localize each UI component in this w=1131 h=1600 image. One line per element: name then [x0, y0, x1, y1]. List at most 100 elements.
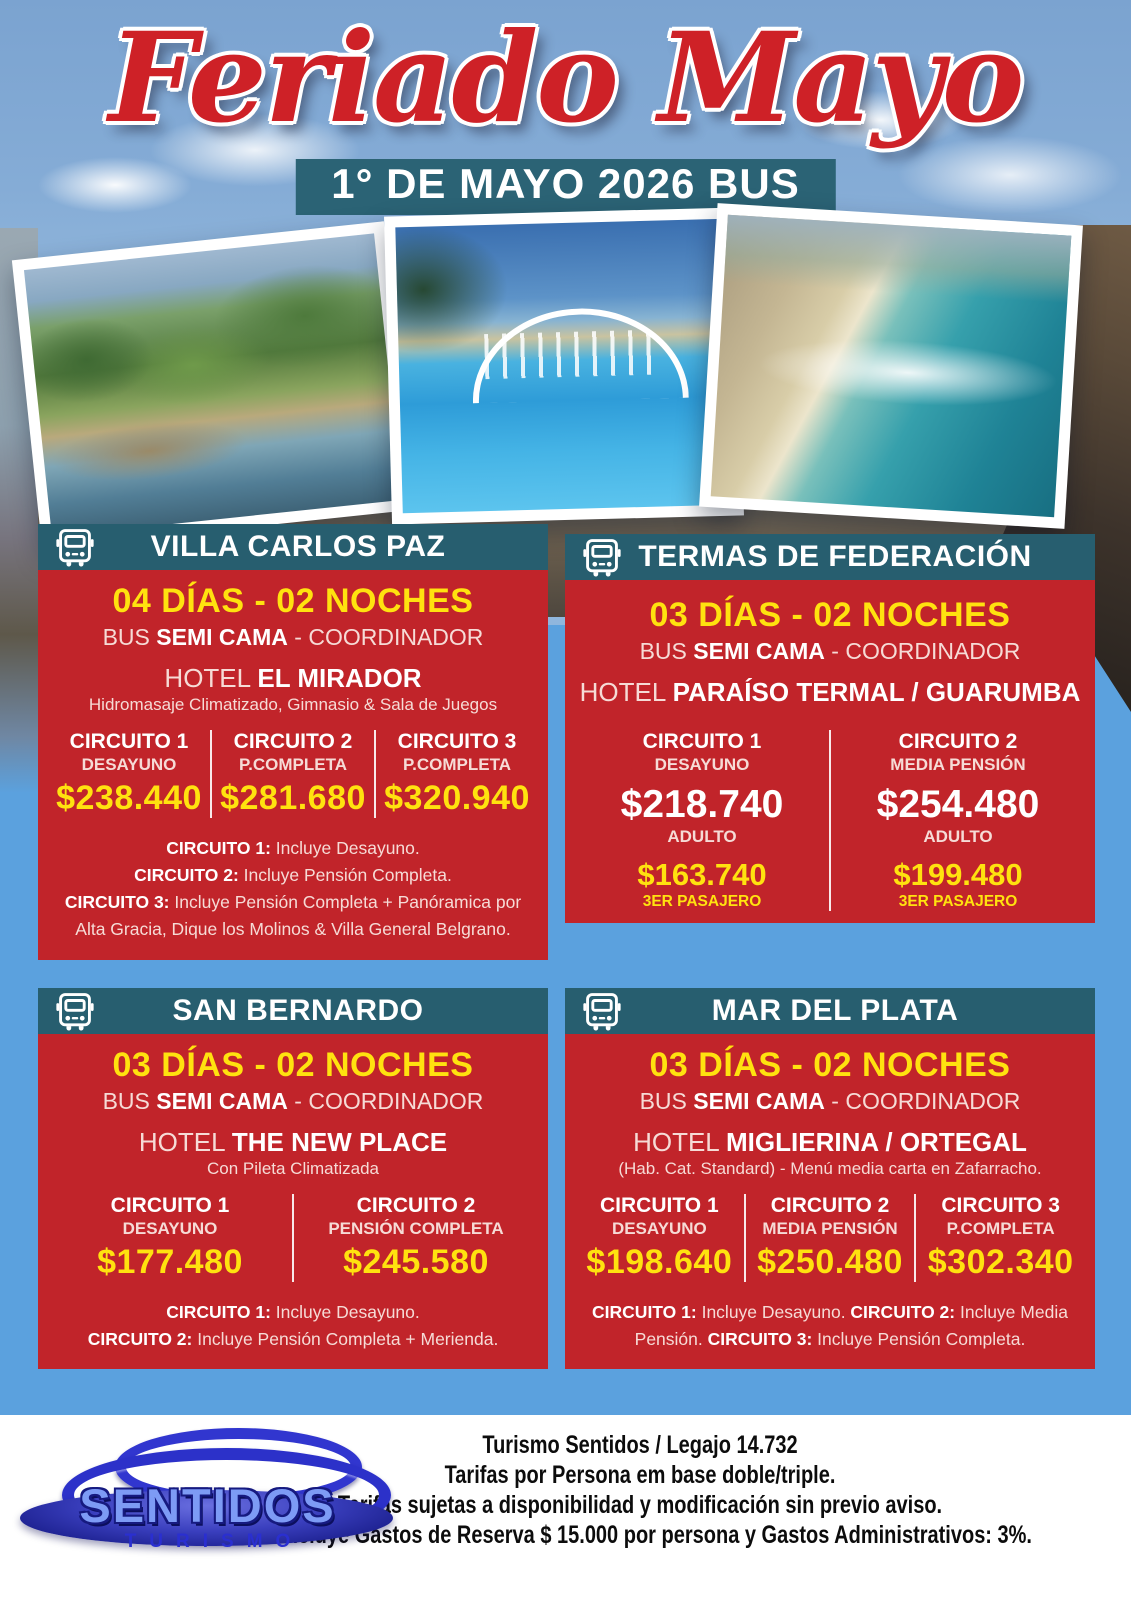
- circuit-notes: CIRCUITO 1: Incluye Desayuno. CIRCUITO 2…: [48, 1299, 538, 1357]
- note-bold: CIRCUITO 2:: [87, 1329, 193, 1350]
- adult-price: $218.740: [620, 783, 784, 826]
- note-text: Incluye Pensión Completa + Panóramica po…: [75, 892, 522, 940]
- circuit-price: $177.480: [97, 1243, 243, 1281]
- duration: 04 DÍAS - 02 NOCHES: [112, 582, 474, 620]
- circuit-2: CIRCUITO 2 MEDIA PENSIÓN $254.480 ADULTO…: [829, 730, 1085, 911]
- hotel-amenities: Con Pileta Climatizada: [207, 1159, 379, 1178]
- circuit-meal: P.COMPLETA: [239, 755, 347, 774]
- circuits-row: CIRCUITO 1 DESAYUNO $177.480 CIRCUITO 2 …: [48, 1194, 538, 1282]
- circuit-1: CIRCUITO 1 DESAYUNO $177.480: [48, 1194, 292, 1282]
- card-title: MAR DEL PLATA: [711, 994, 959, 1027]
- bus-icon: [581, 536, 623, 578]
- note-bold: CIRCUITO 1:: [166, 838, 271, 858]
- note-text: Incluye Desayuno.: [696, 1302, 851, 1322]
- note-text: Incluye Media Pensión.: [634, 1302, 1068, 1350]
- flyer-title: Feriado Mayo: [108, 6, 1025, 151]
- card-header: TERMAS DE FEDERACIÓN: [565, 534, 1095, 580]
- circuit-label: CIRCUITO 3: [397, 730, 517, 753]
- bus-bold: SEMI CAMA: [693, 638, 825, 664]
- hotel-name: MIGLIERINA / ORTEGAL: [726, 1127, 1027, 1157]
- hotel-pre: HOTEL: [579, 677, 673, 707]
- card-body: 03 DÍAS - 02 NOCHES BUS SEMI CAMA - COOR…: [38, 1034, 548, 1370]
- note-text: Incluye Desayuno.: [270, 838, 420, 858]
- photo-pileta-con-puente: [384, 207, 744, 525]
- photo-playa-image: [710, 214, 1072, 518]
- card-villa-carlos-paz: VILLA CARLOS PAZ 04 DÍAS - 02 NOCHES BUS…: [38, 524, 548, 960]
- hotel-pre: HOTEL: [164, 663, 258, 693]
- card-header: MAR DEL PLATA: [565, 988, 1095, 1034]
- bus-service-line: BUS SEMI CAMA - COORDINADOR: [48, 1088, 538, 1115]
- circuit-label: CIRCUITO 2: [233, 730, 353, 753]
- note-bold: CIRCUITO 2:: [134, 865, 239, 886]
- circuit-1: CIRCUITO 1 DESAYUNO $198.640: [575, 1194, 744, 1282]
- circuit-price: $245.580: [343, 1243, 489, 1281]
- bus-icon: [54, 526, 96, 568]
- card-title: VILLA CARLOS PAZ: [150, 530, 446, 563]
- card-mar-del-plata: MAR DEL PLATA 03 DÍAS - 02 NOCHES BUS SE…: [565, 988, 1095, 1370]
- flyer-subtitle-banner: 1° DE MAYO 2026 BUS: [295, 159, 836, 215]
- card-title: SAN BERNARDO: [172, 994, 424, 1027]
- bus-post: - COORDINADOR: [824, 1088, 1021, 1114]
- third-passenger-price: $199.480: [893, 857, 1023, 892]
- note-text: Incluye Pensión Completa.: [812, 1329, 1026, 1350]
- card-header: SAN BERNARDO: [38, 988, 548, 1034]
- logo-disc-bottom: [20, 1490, 393, 1546]
- sentidos-turismo-logo: SENTIDOS TURISMO: [20, 1428, 395, 1563]
- note-line: CIRCUITO 2: Incluye Pensión Completa + M…: [60, 1326, 526, 1353]
- bus-bold: SEMI CAMA: [693, 1088, 825, 1114]
- circuit-label: CIRCUITO 1: [600, 1194, 719, 1217]
- circuit-3: CIRCUITO 3 P.COMPLETA $320.940: [374, 730, 538, 818]
- footer-line-agency: Turismo Sentidos / Legajo 14.732: [482, 1431, 798, 1459]
- note-bold: CIRCUITO 1:: [166, 1302, 271, 1322]
- hotel-line: HOTEL EL MIRADOR: [48, 663, 538, 694]
- circuit-label: CIRCUITO 1: [69, 730, 189, 753]
- hotel-pre: HOTEL: [138, 1127, 232, 1157]
- circuit-meal: P.COMPLETA: [946, 1219, 1055, 1238]
- card-body: 04 DÍAS - 02 NOCHES BUS SEMI CAMA - COOR…: [38, 570, 548, 960]
- bus-post: - COORDINADOR: [824, 638, 1021, 664]
- card-body: 03 DÍAS - 02 NOCHES BUS SEMI CAMA - COOR…: [565, 580, 1095, 923]
- circuit-1: CIRCUITO 1 DESAYUNO $238.440: [48, 730, 210, 818]
- bus-icon: [581, 990, 623, 1032]
- note-text: Incluye Desayuno.: [270, 1302, 420, 1322]
- bus-pre: BUS: [639, 638, 694, 664]
- duration: 03 DÍAS - 02 NOCHES: [649, 596, 1011, 634]
- circuits-row: CIRCUITO 1 DESAYUNO $198.640 CIRCUITO 2 …: [575, 1194, 1085, 1282]
- hotel-pre: HOTEL: [633, 1127, 727, 1157]
- circuit-price: $320.940: [384, 779, 530, 817]
- photo-rio-y-sierras-image: [23, 233, 403, 537]
- hotel-name: PARAÍSO TERMAL / GUARUMBA: [672, 677, 1081, 707]
- logo-tagline: TURISMO: [124, 1531, 304, 1552]
- hotel-amenities: Hidromasaje Climatizado, Gimnasio & Sala…: [88, 695, 498, 714]
- hotel-line: HOTEL PARAÍSO TERMAL / GUARUMBA: [575, 677, 1085, 708]
- circuit-meal: DESAYUNO: [654, 755, 750, 774]
- note-bold: CIRCUITO 2:: [850, 1302, 956, 1322]
- card-title: TERMAS DE FEDERACIÓN: [638, 540, 1032, 573]
- card-san-bernardo: SAN BERNARDO 03 DÍAS - 02 NOCHES BUS SEM…: [38, 988, 548, 1370]
- circuit-price: $250.480: [757, 1243, 903, 1281]
- hotel-name: THE NEW PLACE: [231, 1127, 448, 1157]
- circuit-label: CIRCUITO 1: [110, 1194, 230, 1217]
- card-body: 03 DÍAS - 02 NOCHES BUS SEMI CAMA - COOR…: [565, 1034, 1095, 1370]
- note-line: CIRCUITO 3: Incluye Pensión Completa + P…: [60, 889, 526, 943]
- photo-rio-y-sierras: [11, 221, 415, 549]
- note-line: CIRCUITO 1: Incluye Desayuno.: [60, 835, 526, 862]
- logo-wordmark: SENTIDOS: [79, 1479, 336, 1532]
- circuit-3: CIRCUITO 3 P.COMPLETA $302.340: [914, 1194, 1085, 1282]
- bus-service-line: BUS SEMI CAMA - COORDINADOR: [48, 624, 538, 651]
- circuit-price: $198.640: [586, 1243, 733, 1281]
- circuit-price: $302.340: [927, 1243, 1074, 1281]
- circuit-meal: DESAYUNO: [611, 1219, 707, 1238]
- third-passenger-label: 3ER PASAJERO: [642, 893, 762, 910]
- footer-line-disponibilidad: Tarifas sujetas a disponibilidad y modif…: [337, 1491, 943, 1519]
- bus-service-line: BUS SEMI CAMA - COORDINADOR: [575, 1088, 1085, 1115]
- note-bold: CIRCUITO 3:: [64, 892, 170, 913]
- card-header: VILLA CARLOS PAZ: [38, 524, 548, 570]
- note-bold: CIRCUITO 1:: [592, 1302, 697, 1322]
- photo-pileta-image: [395, 218, 733, 514]
- note-bold: CIRCUITO 3:: [707, 1329, 813, 1350]
- adult-price-label: ADULTO: [667, 827, 737, 846]
- circuit-meal: PENSIÓN COMPLETA: [328, 1219, 504, 1238]
- hotel-line: HOTEL THE NEW PLACE: [48, 1127, 538, 1158]
- bus-pre: BUS: [102, 624, 157, 650]
